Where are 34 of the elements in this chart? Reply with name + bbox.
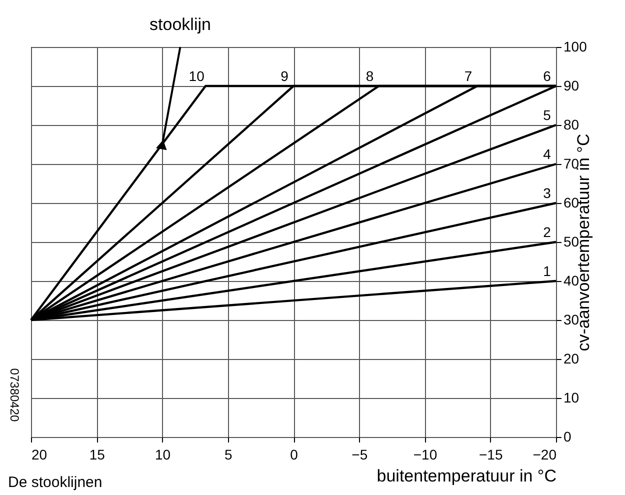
x-tick-label: 10 xyxy=(154,446,171,462)
series-label: 7 xyxy=(464,68,472,84)
y-tick-label: 40 xyxy=(564,272,580,288)
x-tick-label: 0 xyxy=(290,446,298,462)
x-tick-label: −10 xyxy=(413,446,438,462)
y-tick-label: 20 xyxy=(564,350,580,366)
series-label: 3 xyxy=(543,185,552,201)
text: 07380420 xyxy=(8,368,22,422)
series-label: 1 xyxy=(543,263,552,279)
x-tick-label: 5 xyxy=(224,446,232,462)
x-tick-label: 15 xyxy=(89,446,106,462)
series-label: 10 xyxy=(188,68,205,84)
series-label: 2 xyxy=(543,224,552,240)
y-tick-label: 70 xyxy=(564,156,580,172)
y-tick-label: 30 xyxy=(564,312,580,328)
series-label: 6 xyxy=(543,68,552,84)
text: De stooklijnen xyxy=(8,474,102,491)
y-tick-label: 90 xyxy=(564,78,580,94)
series-label: 4 xyxy=(543,146,552,162)
y-tick-label: 100 xyxy=(564,38,588,54)
x-axis-title: buitentemperatuur in °C xyxy=(376,466,556,486)
x-tick-label: −20 xyxy=(532,446,557,462)
y-tick-label: 10 xyxy=(564,390,580,406)
series-label: 8 xyxy=(366,68,374,84)
annotation: stooklijn xyxy=(150,15,211,34)
series-label: 5 xyxy=(543,107,552,123)
y-tick-label: 60 xyxy=(564,194,580,210)
x-tick-label: 20 xyxy=(32,446,48,462)
y-tick-label: 50 xyxy=(564,234,580,250)
y-tick-label: 0 xyxy=(564,428,572,444)
y-tick-label: 80 xyxy=(564,116,580,132)
x-tick-label: −5 xyxy=(352,446,368,462)
x-tick-label: −15 xyxy=(479,446,503,462)
series-label: 9 xyxy=(280,68,289,84)
